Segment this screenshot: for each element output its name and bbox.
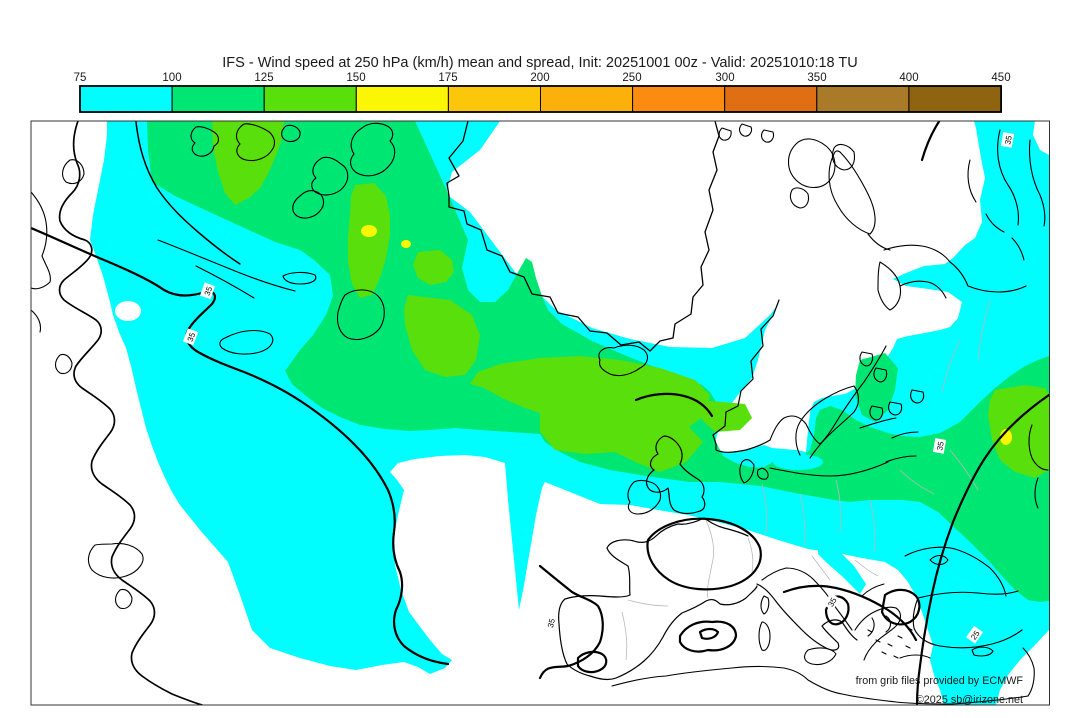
svg-text:IFS - Wind speed at 250 hPa (k: IFS - Wind speed at 250 hPa (km/h) mean … <box>222 55 857 71</box>
svg-text:35: 35 <box>935 440 946 451</box>
svg-text:35: 35 <box>546 617 557 628</box>
svg-text:35: 35 <box>186 331 198 343</box>
svg-text:35: 35 <box>1003 134 1014 145</box>
svg-text:250: 250 <box>622 72 641 84</box>
svg-text:450: 450 <box>991 72 1010 84</box>
svg-text:100: 100 <box>162 72 181 84</box>
svg-text:400: 400 <box>899 72 918 84</box>
svg-text:175: 175 <box>438 72 457 84</box>
svg-text:300: 300 <box>715 72 734 84</box>
svg-text:125: 125 <box>254 72 273 84</box>
svg-text:from grib files provided by EC: from grib files provided by ECMWF <box>856 675 1024 687</box>
svg-text:350: 350 <box>807 72 826 84</box>
svg-text:©2025 sb@irizone.net: ©2025 sb@irizone.net <box>916 694 1023 706</box>
svg-text:150: 150 <box>346 72 365 84</box>
svg-text:75: 75 <box>74 72 87 84</box>
svg-text:200: 200 <box>530 72 549 84</box>
svg-text:35: 35 <box>203 285 215 297</box>
